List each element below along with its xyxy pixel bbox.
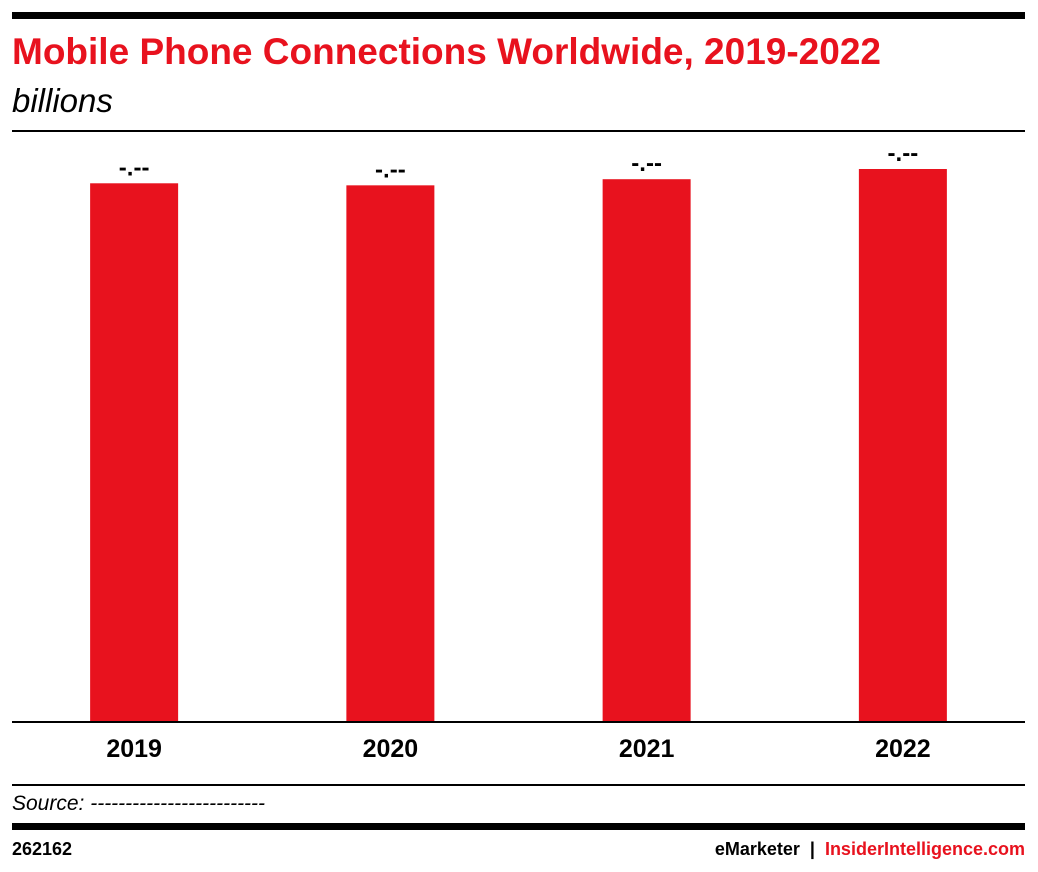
bottom-rule — [12, 823, 1025, 830]
bar — [346, 185, 435, 721]
brand-line: eMarketer | InsiderIntelligence.com — [715, 839, 1025, 859]
value-label: -.-- — [119, 154, 150, 181]
separator: | — [810, 839, 815, 859]
source: Source: ------------------------- — [12, 792, 265, 815]
value-label: -.-- — [631, 150, 662, 177]
top-rule — [12, 12, 1025, 19]
source-rule — [12, 784, 1025, 786]
x-tick-label: 2022 — [875, 735, 931, 763]
chart-subtitle: billions — [12, 82, 113, 119]
header-rule — [12, 130, 1025, 132]
brand: eMarketer — [715, 839, 800, 859]
bar — [858, 169, 947, 721]
value-label: -.-- — [375, 156, 406, 183]
bar — [90, 183, 179, 722]
baseline — [12, 721, 1025, 723]
site: InsiderIntelligence.com — [825, 839, 1025, 859]
x-tick-label: 2021 — [619, 735, 675, 763]
chart-id: 262162 — [12, 839, 72, 859]
x-tick-label: 2019 — [106, 735, 162, 763]
x-tick-label: 2020 — [363, 735, 419, 763]
bar — [602, 179, 691, 722]
chart-title: Mobile Phone Connections Worldwide, 2019… — [12, 31, 881, 72]
value-label: -.-- — [888, 140, 919, 167]
